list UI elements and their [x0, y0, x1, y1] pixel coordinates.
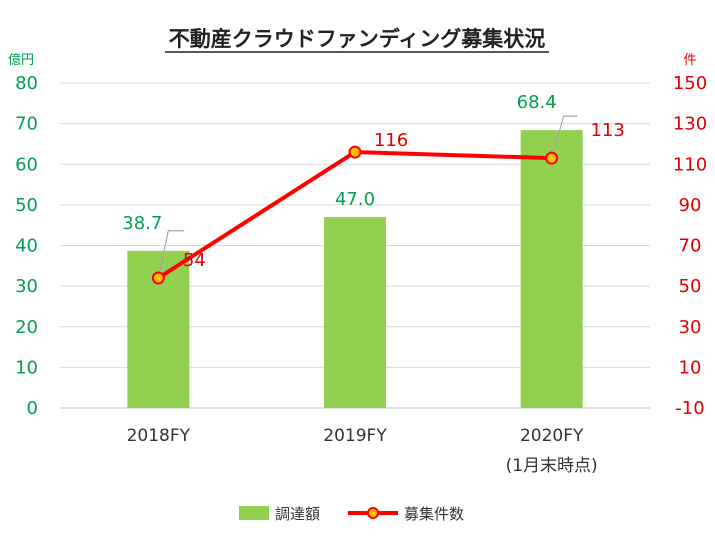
- left-tick-label: 80: [15, 73, 38, 94]
- category-label: 2020FY: [520, 426, 584, 446]
- chart-title: 不動産クラウドファンディング募集状況: [169, 27, 546, 51]
- bar-data-labels: 38.7 47.0 68.4: [122, 92, 556, 234]
- line-marker: [545, 151, 559, 165]
- line-data-label: 54: [183, 250, 206, 271]
- bar-data-label: 38.7: [122, 213, 162, 234]
- right-tick-label: 10: [679, 357, 702, 378]
- category-labels: 2018FY 2019FY 2020FY (1月末時点): [127, 426, 598, 476]
- line-data-labels: 54 116 113: [183, 120, 625, 271]
- line-series: [151, 115, 578, 285]
- category-sublabel: (1月末時点): [506, 456, 598, 476]
- right-tick-label: 150: [673, 73, 707, 94]
- leader-line: [157, 230, 185, 279]
- left-tick-label: 10: [15, 357, 38, 378]
- left-tick-label: 70: [15, 114, 38, 135]
- left-axis-ticks: 0 10 20 30 40 50 60 70 80: [15, 73, 38, 419]
- right-tick-label: 70: [679, 236, 702, 257]
- category-label: 2018FY: [127, 426, 191, 446]
- right-tick-label: 90: [679, 195, 702, 216]
- left-tick-label: 40: [15, 236, 38, 257]
- right-axis-unit: 件: [683, 53, 696, 68]
- legend-line-marker: [367, 507, 379, 519]
- line-marker: [348, 145, 362, 159]
- right-axis-ticks: -10 10 30 50 70 90 110 130 150: [673, 73, 707, 419]
- line-data-label: 116: [374, 130, 408, 151]
- legend-bar-label: 調達額: [275, 505, 320, 523]
- left-tick-label: 0: [27, 398, 38, 419]
- leader-line: [551, 115, 578, 159]
- bar-data-label: 47.0: [335, 189, 375, 210]
- left-tick-label: 50: [15, 195, 38, 216]
- right-tick-label: 50: [679, 276, 702, 297]
- left-axis-unit: 億円: [8, 52, 34, 68]
- bar: [520, 130, 583, 408]
- right-tick-label: -10: [675, 398, 704, 419]
- category-label: 2019FY: [323, 426, 387, 446]
- legend: 調達額 募集件数: [239, 505, 464, 523]
- legend-bar-swatch: [239, 506, 269, 520]
- line-marker: [151, 271, 165, 285]
- right-tick-label: 110: [673, 154, 707, 175]
- bar-data-label: 68.4: [517, 92, 557, 113]
- bar: [324, 217, 386, 408]
- line-data-label: 113: [590, 120, 624, 141]
- left-tick-label: 60: [15, 154, 38, 175]
- left-tick-label: 30: [15, 276, 38, 297]
- right-tick-label: 30: [679, 317, 702, 338]
- legend-line-label: 募集件数: [404, 505, 464, 523]
- right-tick-label: 130: [673, 114, 707, 135]
- left-tick-label: 20: [15, 317, 38, 338]
